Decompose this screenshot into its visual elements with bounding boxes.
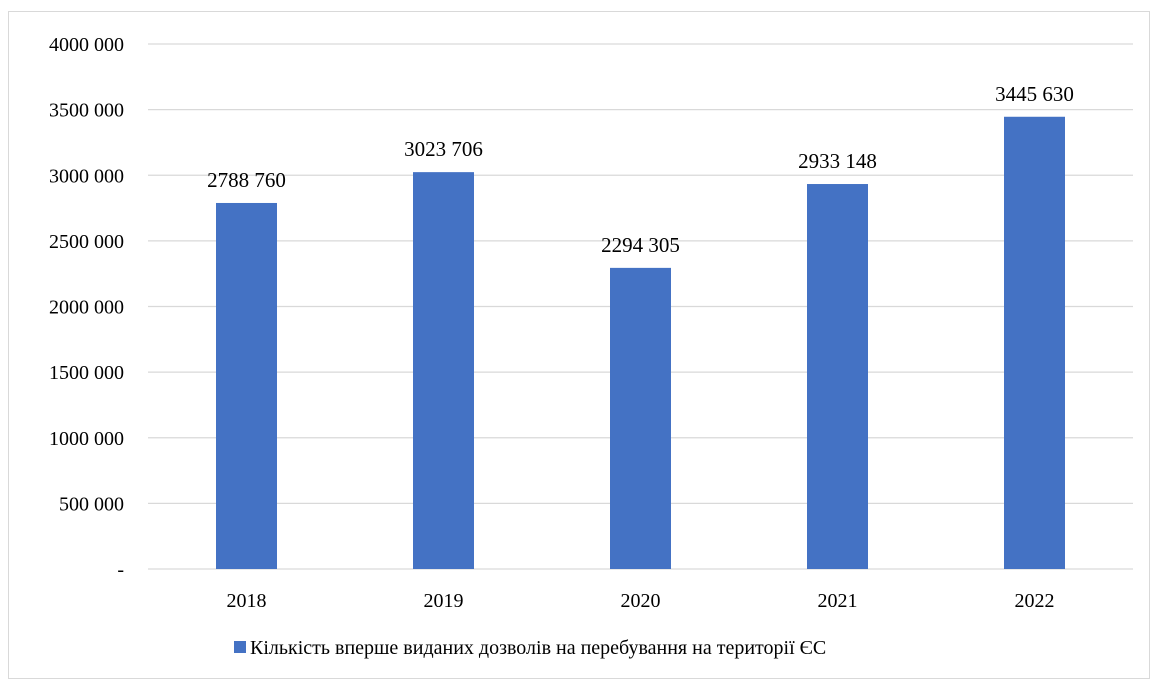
data-label-2018: 2788 760 (207, 168, 286, 192)
x-tick-label-2022: 2022 (1015, 590, 1055, 612)
x-axis-tick-labels: 2018 2019 2020 2021 2022 (227, 590, 1055, 612)
bar-2022 (1004, 116, 1065, 570)
y-tick-label-0: - (117, 559, 124, 581)
bar-2019 (413, 172, 474, 569)
y-tick-label-1: 500 000 (59, 493, 124, 515)
data-label-2021: 2933 148 (798, 149, 877, 173)
legend: Кількість вперше виданих дозволів на пер… (234, 637, 826, 659)
chart-frame (8, 11, 1150, 679)
legend-swatch (234, 641, 246, 653)
y-tick-label-2: 1000 000 (49, 428, 124, 450)
x-tick-label-2020: 2020 (621, 590, 661, 612)
y-tick-label-3: 1500 000 (49, 362, 124, 384)
bar-2021 (807, 184, 868, 569)
x-tick-label-2019: 2019 (424, 590, 464, 612)
data-labels: 2788 760 3023 706 2294 305 2933 148 3445 630 (207, 82, 1074, 257)
x-tick-label-2021: 2021 (818, 590, 858, 612)
y-tick-label-8: 4000 000 (49, 34, 124, 56)
bar-2018 (216, 202, 277, 569)
y-tick-label-4: 2000 000 (49, 297, 124, 319)
data-label-2022: 3445 630 (995, 82, 1074, 106)
data-label-2020: 2294 305 (601, 233, 680, 257)
x-tick-label-2018: 2018 (227, 590, 267, 612)
y-axis-tick-labels: - 500 000 1000 000 1500 000 2000 000 2500 000… (49, 34, 124, 581)
y-tick-label-7: 3500 000 (49, 100, 124, 122)
data-label-2019: 3023 706 (404, 137, 483, 161)
legend-label: Кількість вперше виданих дозволів на пер… (250, 637, 826, 659)
bars (216, 116, 1065, 570)
gridlines (148, 43, 1133, 570)
y-tick-label-5: 2500 000 (49, 231, 124, 253)
y-tick-label-6: 3000 000 (49, 165, 124, 187)
bar-2020 (610, 267, 671, 569)
